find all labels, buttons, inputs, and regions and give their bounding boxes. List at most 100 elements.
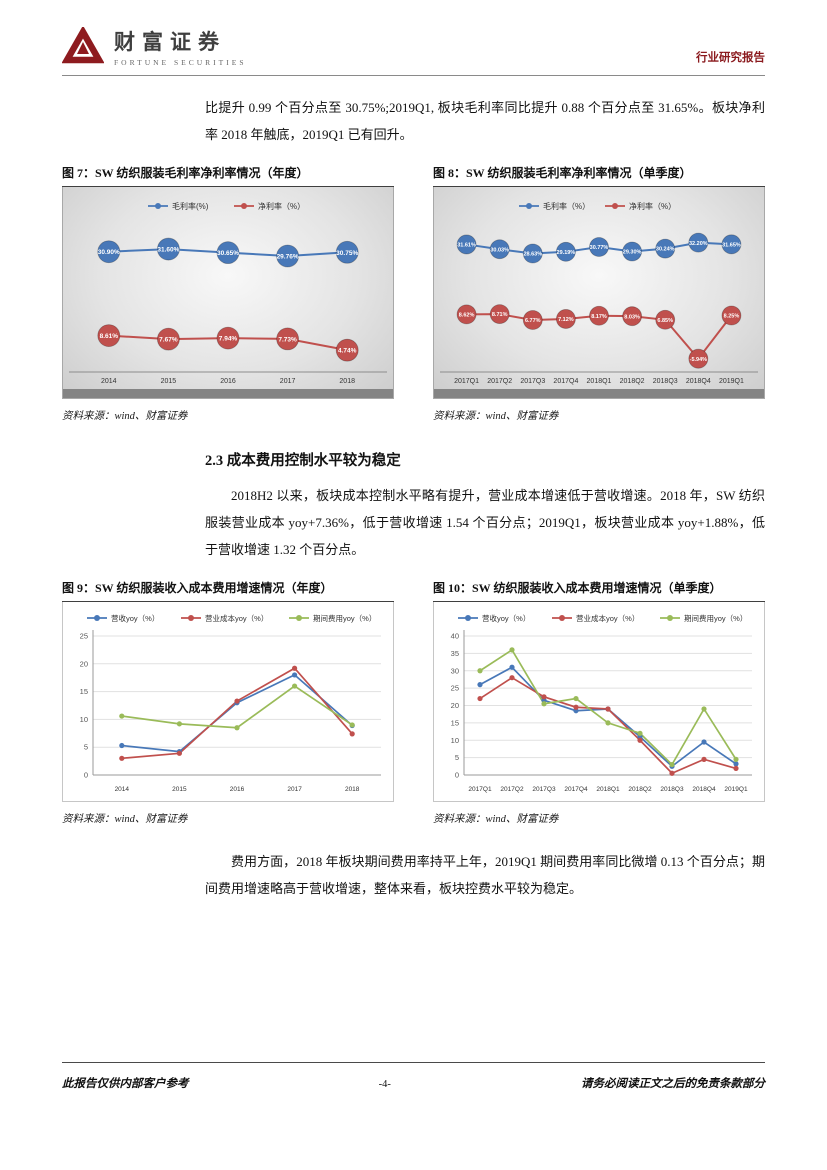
svg-text:4.74%: 4.74% xyxy=(338,348,357,355)
svg-text:25: 25 xyxy=(80,632,88,641)
svg-text:29.19%: 29.19% xyxy=(557,250,576,256)
figure-10-chart: 0 5 10 15 20 25 30 35 40 2017Q1 2017Q2 2017Q3 2017Q4… xyxy=(433,602,765,802)
svg-text:20: 20 xyxy=(80,659,88,668)
svg-text:30.65%: 30.65% xyxy=(217,250,239,257)
brand-name-english: FORTUNE SECURITIES xyxy=(114,58,247,67)
footer-disclaimer-left: 此报告仅供内部客户参考 xyxy=(62,1078,189,1090)
svg-text:2017Q1: 2017Q1 xyxy=(454,378,479,385)
svg-text:净利率（%）: 净利率（%） xyxy=(629,201,676,211)
svg-text:2017Q3: 2017Q3 xyxy=(532,786,556,793)
svg-text:2014: 2014 xyxy=(115,786,130,793)
svg-text:32.20%: 32.20% xyxy=(689,241,708,247)
fortune-securities-logo-icon xyxy=(62,26,104,63)
svg-text:2017Q4: 2017Q4 xyxy=(553,378,578,385)
svg-text:8.25%: 8.25% xyxy=(724,314,740,320)
svg-text:2017: 2017 xyxy=(287,786,302,793)
svg-text:2015: 2015 xyxy=(161,378,177,385)
svg-text:5: 5 xyxy=(84,743,88,752)
brand-name-chinese: 财富证券 xyxy=(114,30,226,54)
svg-text:2018Q3: 2018Q3 xyxy=(660,786,684,793)
svg-text:期间费用yoy（%）: 期间费用yoy（%） xyxy=(313,613,376,623)
svg-text:营收yoy（%）: 营收yoy（%） xyxy=(482,613,530,623)
figure-10: 图 10：SW 纺织服装收入成本费用增速情况（单季度） 0 5 10 15 20 25 30… xyxy=(433,579,765,826)
svg-text:35: 35 xyxy=(451,649,459,658)
svg-text:2018Q4: 2018Q4 xyxy=(692,786,716,793)
svg-text:2018Q3: 2018Q3 xyxy=(653,378,678,385)
svg-text:30.03%: 30.03% xyxy=(490,247,509,253)
footer-disclaimer-right: 请务必阅读正文之后的免责条款部分 xyxy=(581,1078,765,1090)
svg-text:2016: 2016 xyxy=(220,378,236,385)
report-header: 财富证券 FORTUNE SECURITIES 行业研究报告 xyxy=(0,0,827,75)
line-chart-canvas: 0 5 10 15 20 25 30 35 40 2017Q1 2017Q2 2017Q3 2017Q4… xyxy=(451,613,752,793)
page-number: -4- xyxy=(378,1079,391,1090)
figure-10-title: 图 10：SW 纺织服装收入成本费用增速情况（单季度） xyxy=(433,579,765,602)
closing-paragraph: 费用方面，2018 年板块期间费用率持平上年，2019Q1 期间费用率同比微增 … xyxy=(205,854,765,896)
svg-text:7.94%: 7.94% xyxy=(219,336,238,343)
svg-text:8.17%: 8.17% xyxy=(591,314,607,320)
svg-text:2018: 2018 xyxy=(345,786,360,793)
svg-text:15: 15 xyxy=(80,687,88,696)
line-chart-canvas: 0 5 10 15 20 25 2014 2015 2016 2017 2018 营收yoy（%） 营业… xyxy=(80,613,381,793)
svg-text:净利率（%）: 净利率（%） xyxy=(258,201,305,211)
svg-text:2017Q4: 2017Q4 xyxy=(564,786,588,793)
svg-text:28.63%: 28.63% xyxy=(523,252,542,258)
header-divider xyxy=(62,75,765,76)
svg-text:7.67%: 7.67% xyxy=(159,337,178,344)
section-2-3-paragraph: 2018H2 以来，板块成本控制水平略有提升，营业成本增速低于营收增速。2018… xyxy=(205,488,765,557)
svg-text:25: 25 xyxy=(451,684,459,693)
svg-text:-5.94%: -5.94% xyxy=(690,357,708,363)
svg-text:6.77%: 6.77% xyxy=(525,318,541,324)
svg-text:29.30%: 29.30% xyxy=(623,250,642,256)
report-type-label: 行业研究报告 xyxy=(696,52,765,64)
svg-text:2018Q1: 2018Q1 xyxy=(587,378,612,385)
svg-text:2017Q2: 2017Q2 xyxy=(500,786,524,793)
svg-text:2017: 2017 xyxy=(280,378,296,385)
svg-text:6.85%: 6.85% xyxy=(657,318,673,324)
svg-text:7.73%: 7.73% xyxy=(278,336,297,343)
svg-text:40: 40 xyxy=(451,632,459,641)
figure-9-title: 图 9：SW 纺织服装收入成本费用增速情况（年度） xyxy=(62,579,394,602)
figure-8-source: 资料来源：wind、财富证券 xyxy=(433,411,559,422)
figure-9-source: 资料来源：wind、财富证券 xyxy=(62,814,188,825)
figure-8-title: 图 8：SW 纺织服装毛利率净利率情况（单季度） xyxy=(433,164,765,187)
svg-text:31.60%: 31.60% xyxy=(157,247,179,254)
svg-text:2018Q2: 2018Q2 xyxy=(620,378,645,385)
svg-text:30: 30 xyxy=(451,666,459,675)
svg-text:期间费用yoy（%）: 期间费用yoy（%） xyxy=(684,613,747,623)
line-chart-canvas: 2017Q1 2017Q2 2017Q3 2017Q4 2018Q1 2018Q2 2018… xyxy=(434,201,764,398)
svg-text:8.62%: 8.62% xyxy=(459,313,475,319)
svg-text:2017Q1: 2017Q1 xyxy=(468,786,492,793)
svg-text:20: 20 xyxy=(451,701,459,710)
svg-text:营收yoy（%）: 营收yoy（%） xyxy=(111,613,159,623)
svg-text:8.03%: 8.03% xyxy=(624,314,640,320)
figure-7-chart: 2014 2015 2016 2017 2018 30.90% 31.60% 30.65% 29… xyxy=(62,187,394,399)
brand-text: 财富证券 FORTUNE SECURITIES xyxy=(114,26,247,67)
svg-text:2014: 2014 xyxy=(101,378,117,385)
figure-7-source: 资料来源：wind、财富证券 xyxy=(62,411,188,422)
svg-text:30.90%: 30.90% xyxy=(98,249,120,256)
svg-text:30.77%: 30.77% xyxy=(590,245,609,251)
svg-text:2017Q2: 2017Q2 xyxy=(487,378,512,385)
svg-text:10: 10 xyxy=(451,736,459,745)
figure-7: 图 7：SW 纺织服装毛利率净利率情况（年度） 2014 2015 2016 2017… xyxy=(62,164,394,423)
svg-text:10: 10 xyxy=(80,715,88,724)
svg-text:2019Q1: 2019Q1 xyxy=(724,786,748,793)
figure-8: 图 8：SW 纺织服装毛利率净利率情况（单季度） 2017Q1 2017Q2 201… xyxy=(433,164,765,423)
figure-9: 图 9：SW 纺织服装收入成本费用增速情况（年度） 0 5 10 15 20 25 2014… xyxy=(62,579,394,826)
svg-text:15: 15 xyxy=(451,718,459,727)
svg-text:7.12%: 7.12% xyxy=(558,317,574,323)
svg-text:8.61%: 8.61% xyxy=(100,333,119,340)
intro-paragraph: 比提升 0.99 个百分点至 30.75%;2019Q1, 板块毛利率同比提升 … xyxy=(205,100,765,142)
svg-text:2018Q1: 2018Q1 xyxy=(596,786,620,793)
svg-text:0: 0 xyxy=(455,771,459,780)
svg-text:2018Q4: 2018Q4 xyxy=(686,378,711,385)
svg-text:2016: 2016 xyxy=(230,786,245,793)
figure-8-chart: 2017Q1 2017Q2 2017Q3 2017Q4 2018Q1 2018Q2 2018… xyxy=(433,187,765,399)
svg-text:毛利率（%）: 毛利率（%） xyxy=(543,201,590,211)
figure-row-2: 图 9：SW 纺织服装收入成本费用增速情况（年度） 0 5 10 15 20 25 2014… xyxy=(62,579,765,826)
report-footer: 此报告仅供内部客户参考 -4- 请务必阅读正文之后的免责条款部分 xyxy=(62,1062,765,1091)
svg-text:营业成本yoy（%）: 营业成本yoy（%） xyxy=(576,613,639,623)
figure-10-source: 资料来源：wind、财富证券 xyxy=(433,814,559,825)
svg-text:营业成本yoy（%）: 营业成本yoy（%） xyxy=(205,613,268,623)
